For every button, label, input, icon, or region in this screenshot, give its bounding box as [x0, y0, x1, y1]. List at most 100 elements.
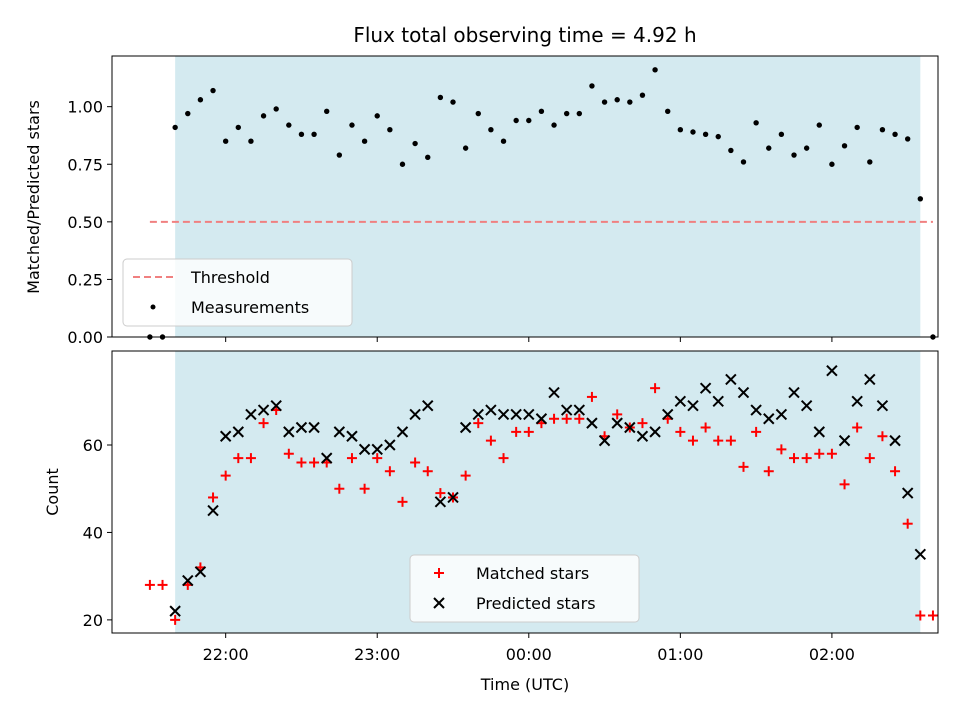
measurements-legend-label: Measurements [191, 298, 309, 317]
measurement-point [185, 110, 191, 117]
matched-star-point [574, 413, 585, 424]
measurement-point [576, 110, 583, 117]
matched-star-point [498, 453, 509, 464]
measurement-point [488, 127, 494, 133]
matched-star-point [751, 426, 762, 437]
matched-star-point [687, 435, 698, 446]
bottom-legend: Matched stars Predicted stars [409, 554, 640, 623]
measurement-point [450, 99, 456, 105]
matched-stars-points [144, 383, 938, 625]
predicted-star-stroke [725, 373, 737, 386]
predicted-star-stroke [295, 421, 308, 434]
top-legend-box [122, 258, 353, 327]
measurement-point [286, 122, 292, 128]
predicted-star-point [409, 408, 421, 421]
bottom-y-axis-label: Count [43, 468, 62, 516]
predicted-star-point [598, 434, 611, 447]
predicted-star-stroke [510, 408, 522, 421]
matched-star-point [144, 579, 155, 590]
predicted-star-stroke [674, 395, 687, 407]
predicted-star-point [321, 452, 333, 464]
predicted-star-stroke [472, 408, 484, 421]
measurement-point [210, 87, 216, 94]
predicted-star-stroke [194, 566, 207, 578]
predicted-star-point [371, 443, 383, 456]
predicted-star-stroke [636, 430, 649, 442]
matched-star-point [346, 453, 357, 464]
predicted-star-point [548, 386, 560, 399]
predicted-star-point [422, 399, 434, 412]
predicted-star-point [560, 404, 573, 416]
matched-star-point [359, 483, 370, 494]
predicted-star-stroke [459, 421, 472, 434]
top-y-tick-label: 0.00 [67, 328, 103, 347]
predicted-star-stroke [523, 408, 535, 421]
predicted-star-point [914, 548, 927, 561]
predicted-star-stroke [219, 430, 232, 442]
measurement-point [475, 110, 481, 117]
predicted-star-point [788, 386, 800, 399]
measurement-point [538, 108, 545, 114]
measurement-point [690, 129, 696, 135]
matched-star-point [637, 418, 648, 429]
measurement-point [879, 127, 886, 133]
measurement-point [702, 131, 709, 138]
measurement-point [589, 83, 595, 89]
predicted-star-stroke [813, 426, 825, 438]
predicted-star-stroke [851, 395, 863, 407]
top-legend: Threshold Measurements [122, 258, 353, 327]
predicted-star-point [523, 408, 535, 421]
measurement-point [260, 113, 267, 119]
bottom-panel: 20 40 60 22:00 23:00 00:00 01:00 02:00 Count T… [43, 350, 939, 694]
predicted-star-stroke [358, 443, 371, 456]
matched-star-point [738, 461, 749, 472]
matched-star-point [902, 518, 913, 529]
matched-star-point [245, 453, 256, 464]
bottom-x-ticks: 22:00 23:00 00:00 01:00 02:00 [203, 633, 855, 664]
predicted-star-stroke [169, 605, 181, 617]
measurement-point [437, 94, 444, 101]
predicted-star-stroke [826, 364, 838, 377]
predicted-star-point [510, 408, 522, 421]
predicted-star-point [182, 574, 194, 587]
threshold-legend-label: Threshold [190, 268, 270, 287]
measurement-point [197, 97, 204, 103]
top-axes-frame [111, 55, 939, 338]
bottom-y-tick-label: 20 [83, 611, 103, 630]
matched-stars-legend-label: Matched stars [476, 564, 589, 583]
predicted-star-stroke [497, 408, 510, 421]
predicted-stars-points [169, 364, 927, 617]
predicted-star-point [194, 566, 207, 578]
matched-star-point [435, 488, 446, 499]
predicted-star-point [447, 491, 459, 504]
predicted-star-stroke [333, 426, 346, 438]
predicted-star-stroke [737, 386, 750, 399]
measurement-point [601, 99, 608, 105]
predicted-star-stroke [346, 430, 358, 442]
predicted-star-point [674, 395, 687, 407]
measurement-point [829, 161, 835, 167]
measurement-point [766, 145, 772, 151]
measurement-point [563, 110, 570, 117]
matched-star-point [915, 610, 926, 621]
predicted-star-stroke [422, 399, 434, 412]
bottom-y-tick-label: 40 [83, 523, 103, 542]
predicted-star-point [763, 413, 775, 425]
predicted-star-point [232, 426, 245, 438]
matched-star-point [890, 466, 901, 477]
bottom-axes-frame [111, 350, 939, 634]
predicted-star-stroke [611, 417, 623, 429]
matched-star-point [296, 457, 307, 468]
measurement-points [147, 67, 936, 340]
predicted-star-stroke [371, 443, 383, 456]
measurement-point [374, 113, 380, 119]
bottom-x-tick-label: 02:00 [809, 645, 855, 664]
predicted-star-stroke [308, 421, 320, 434]
measurement-point [841, 143, 848, 149]
predicted-star-point [346, 430, 358, 442]
predicted-star-point [245, 408, 257, 421]
top-y-tick-label: 0.75 [67, 155, 103, 174]
matched-star-point [410, 457, 421, 468]
predicted-star-stroke [586, 417, 598, 429]
measurement-point [816, 122, 822, 128]
